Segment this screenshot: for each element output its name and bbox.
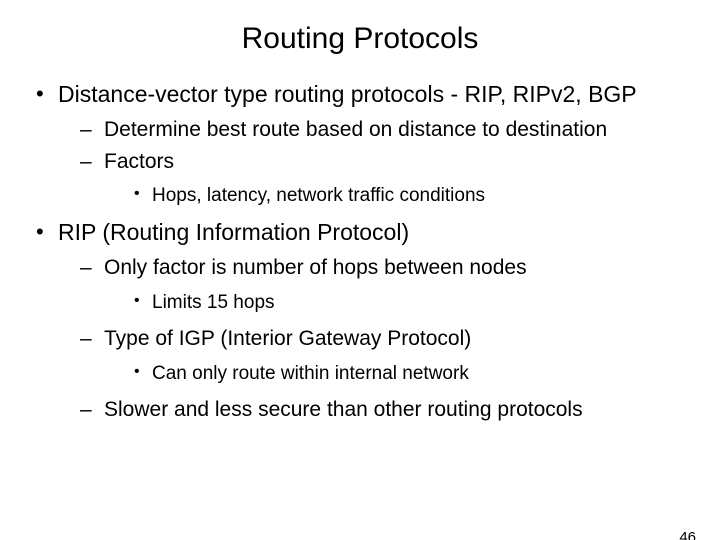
bullet-sublist: Hops, latency, network traffic condition…: [104, 182, 692, 210]
bullet-list: Distance-vector type routing protocols -…: [0, 80, 720, 424]
list-item-label: Only factor is number of hops between no…: [104, 256, 527, 279]
slide: Routing Protocols Distance-vector type r…: [0, 22, 720, 540]
list-item-label: Can only route within internal network: [152, 363, 469, 384]
list-item: RIP (Routing Information Protocol) Only …: [34, 218, 692, 425]
list-item-label: Limits 15 hops: [152, 292, 275, 313]
list-item: Type of IGP (Interior Gateway Protocol) …: [80, 324, 692, 387]
list-item-label: Distance-vector type routing protocols -…: [58, 81, 637, 107]
list-item: Only factor is number of hops between no…: [80, 253, 692, 316]
list-item: Can only route within internal network: [132, 360, 692, 388]
list-item-label: Type of IGP (Interior Gateway Protocol): [104, 327, 471, 350]
bullet-sublist: Can only route within internal network: [104, 360, 692, 388]
slide-title: Routing Protocols: [0, 22, 720, 56]
list-item-label: Hops, latency, network traffic condition…: [152, 185, 485, 206]
bullet-sublist: Determine best route based on distance t…: [58, 115, 692, 209]
list-item: Factors Hops, latency, network traffic c…: [80, 147, 692, 210]
bullet-sublist: Limits 15 hops: [104, 289, 692, 317]
list-item: Determine best route based on distance t…: [80, 115, 692, 144]
list-item-label: RIP (Routing Information Protocol): [58, 219, 409, 245]
list-item: Distance-vector type routing protocols -…: [34, 80, 692, 210]
bullet-sublist: Only factor is number of hops between no…: [58, 253, 692, 424]
list-item-label: Determine best route based on distance t…: [104, 118, 607, 141]
list-item: Slower and less secure than other routin…: [80, 395, 692, 424]
list-item: Hops, latency, network traffic condition…: [132, 182, 692, 210]
list-item-label: Slower and less secure than other routin…: [104, 398, 583, 421]
page-number: 46: [679, 529, 696, 540]
list-item: Limits 15 hops: [132, 289, 692, 317]
list-item-label: Factors: [104, 150, 174, 173]
